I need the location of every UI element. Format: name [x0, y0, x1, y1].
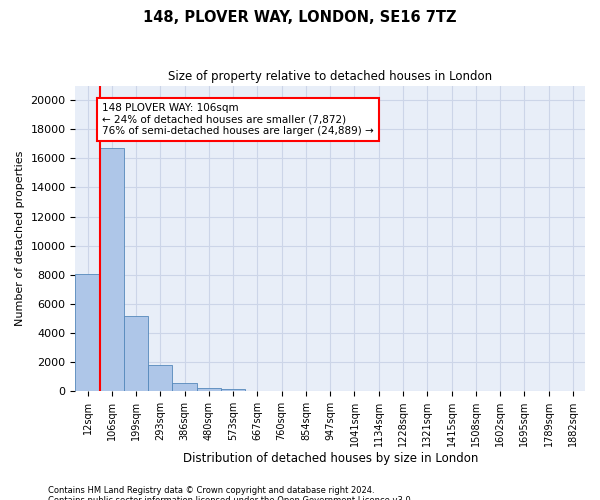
Y-axis label: Number of detached properties: Number of detached properties [15, 150, 25, 326]
Bar [172, 383, 197, 391]
Text: 148, PLOVER WAY, LONDON, SE16 7TZ: 148, PLOVER WAY, LONDON, SE16 7TZ [143, 10, 457, 25]
Text: Contains public sector information licensed under the Open Government Licence v3: Contains public sector information licen… [48, 496, 413, 500]
Text: 148 PLOVER WAY: 106sqm
← 24% of detached houses are smaller (7,872)
76% of semi-: 148 PLOVER WAY: 106sqm ← 24% of detached… [102, 103, 374, 136]
X-axis label: Distribution of detached houses by size in London: Distribution of detached houses by size … [182, 452, 478, 465]
Text: Contains HM Land Registry data © Crown copyright and database right 2024.: Contains HM Land Registry data © Crown c… [48, 486, 374, 495]
Bar [124, 316, 148, 391]
Bar [76, 274, 100, 391]
Bar [148, 365, 172, 391]
Bar [197, 388, 221, 391]
Title: Size of property relative to detached houses in London: Size of property relative to detached ho… [168, 70, 492, 83]
Bar [221, 389, 245, 391]
Bar [100, 148, 124, 391]
